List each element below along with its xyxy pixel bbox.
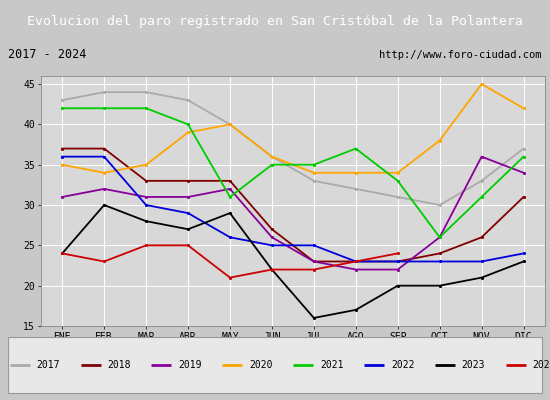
FancyBboxPatch shape xyxy=(8,337,542,393)
Text: 2019: 2019 xyxy=(178,360,202,370)
Text: http://www.foro-ciudad.com: http://www.foro-ciudad.com xyxy=(379,50,542,60)
Text: 2020: 2020 xyxy=(249,360,273,370)
Text: 2018: 2018 xyxy=(108,360,131,370)
Text: Evolucion del paro registrado en San Cristóbal de la Polantera: Evolucion del paro registrado en San Cri… xyxy=(27,14,523,28)
Text: 2017 - 2024: 2017 - 2024 xyxy=(8,48,87,62)
Text: 2024: 2024 xyxy=(532,360,550,370)
Text: 2017: 2017 xyxy=(37,360,60,370)
Text: 2021: 2021 xyxy=(320,360,344,370)
Text: 2022: 2022 xyxy=(391,360,415,370)
Text: 2023: 2023 xyxy=(462,360,485,370)
